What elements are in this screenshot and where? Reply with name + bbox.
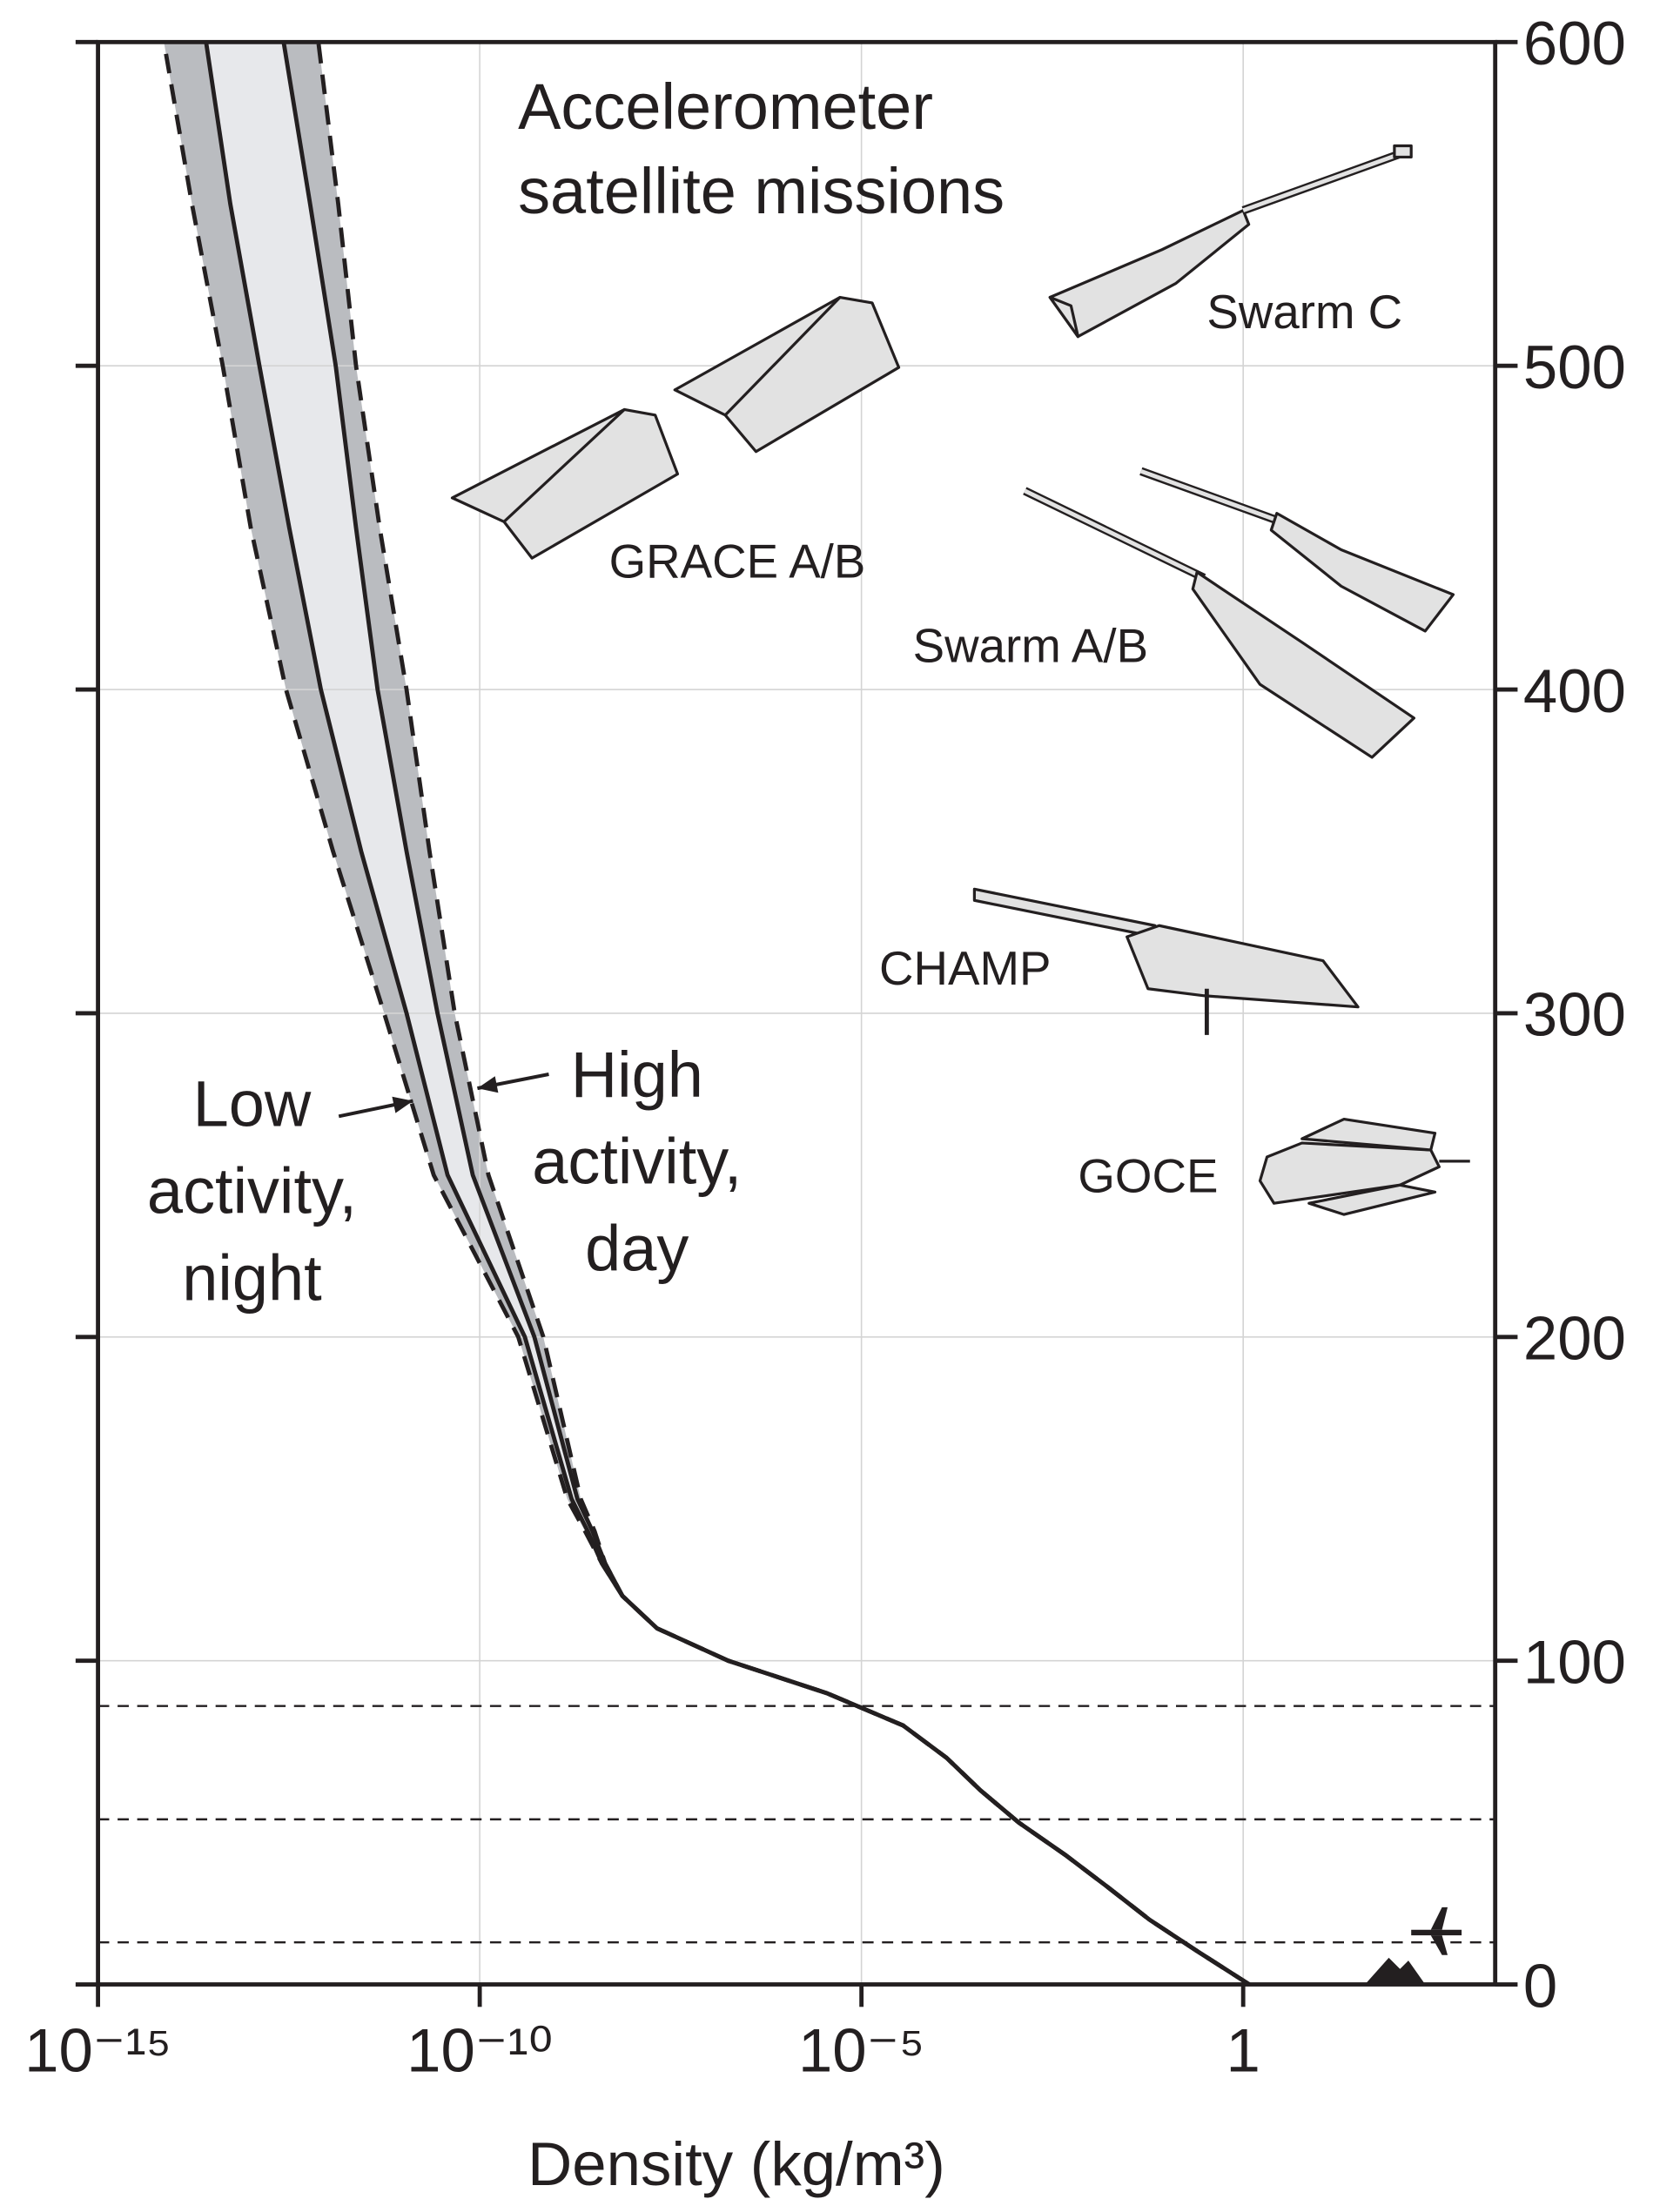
x-axis-label: Density (kg/m³) bbox=[528, 2130, 945, 2199]
chart: 0 100 200 300 400 500 600 10⁻¹⁵ 10⁻¹⁰ 10⁻⁵ 1 Low act… bbox=[0, 0, 1680, 2199]
series-label: Low activity, night bbox=[147, 1068, 357, 1315]
y-tick-label: 400 bbox=[1523, 657, 1626, 726]
chart-title: Accelerometer bbox=[518, 71, 933, 143]
chart-title: satellite missions bbox=[518, 155, 1005, 227]
arrow-head bbox=[477, 1076, 498, 1093]
mountain-icon bbox=[1365, 1958, 1425, 1985]
x-tick-label: 10⁻¹⁵ bbox=[24, 2016, 171, 2085]
y-tick-label: 200 bbox=[1523, 1305, 1626, 1374]
satellite-icon bbox=[1025, 471, 1453, 757]
airplane-icon bbox=[1411, 1907, 1462, 1955]
series-label-line: activity, bbox=[532, 1126, 742, 1198]
satellite-label: Swarm A/B bbox=[913, 618, 1148, 672]
x-tick-label: 1 bbox=[1226, 2016, 1260, 2085]
series-label-line: High bbox=[571, 1039, 703, 1111]
series-label-line: night bbox=[182, 1241, 322, 1314]
y-tick-label: 100 bbox=[1523, 1628, 1626, 1697]
satellite-label: GRACE A/B bbox=[609, 535, 866, 588]
x-tick-label: 10⁻⁵ bbox=[798, 2016, 924, 2085]
satellite-label: GOCE bbox=[1078, 1148, 1218, 1202]
series-label: High activity, day bbox=[532, 1039, 742, 1285]
y-tick-label: 300 bbox=[1523, 981, 1626, 1050]
satellite-icon bbox=[452, 298, 898, 559]
series-label-line: activity, bbox=[147, 1154, 357, 1227]
page: {"chart_data":{"type":"line", "title_lin… bbox=[0, 0, 1680, 2199]
series-label-line: day bbox=[585, 1212, 689, 1284]
y-tick-label: 600 bbox=[1523, 10, 1626, 78]
satellite-icon bbox=[1260, 1120, 1470, 1215]
arrow-head bbox=[392, 1097, 413, 1113]
y-tick-label: 500 bbox=[1523, 333, 1626, 402]
x-tick-label: 10⁻¹⁰ bbox=[407, 2016, 553, 2085]
y-tick-label: 0 bbox=[1523, 1952, 1557, 2021]
satellite-label: CHAMP bbox=[879, 941, 1051, 995]
series-label-line: Low bbox=[193, 1068, 312, 1140]
satellite-label: Swarm C bbox=[1206, 285, 1402, 339]
